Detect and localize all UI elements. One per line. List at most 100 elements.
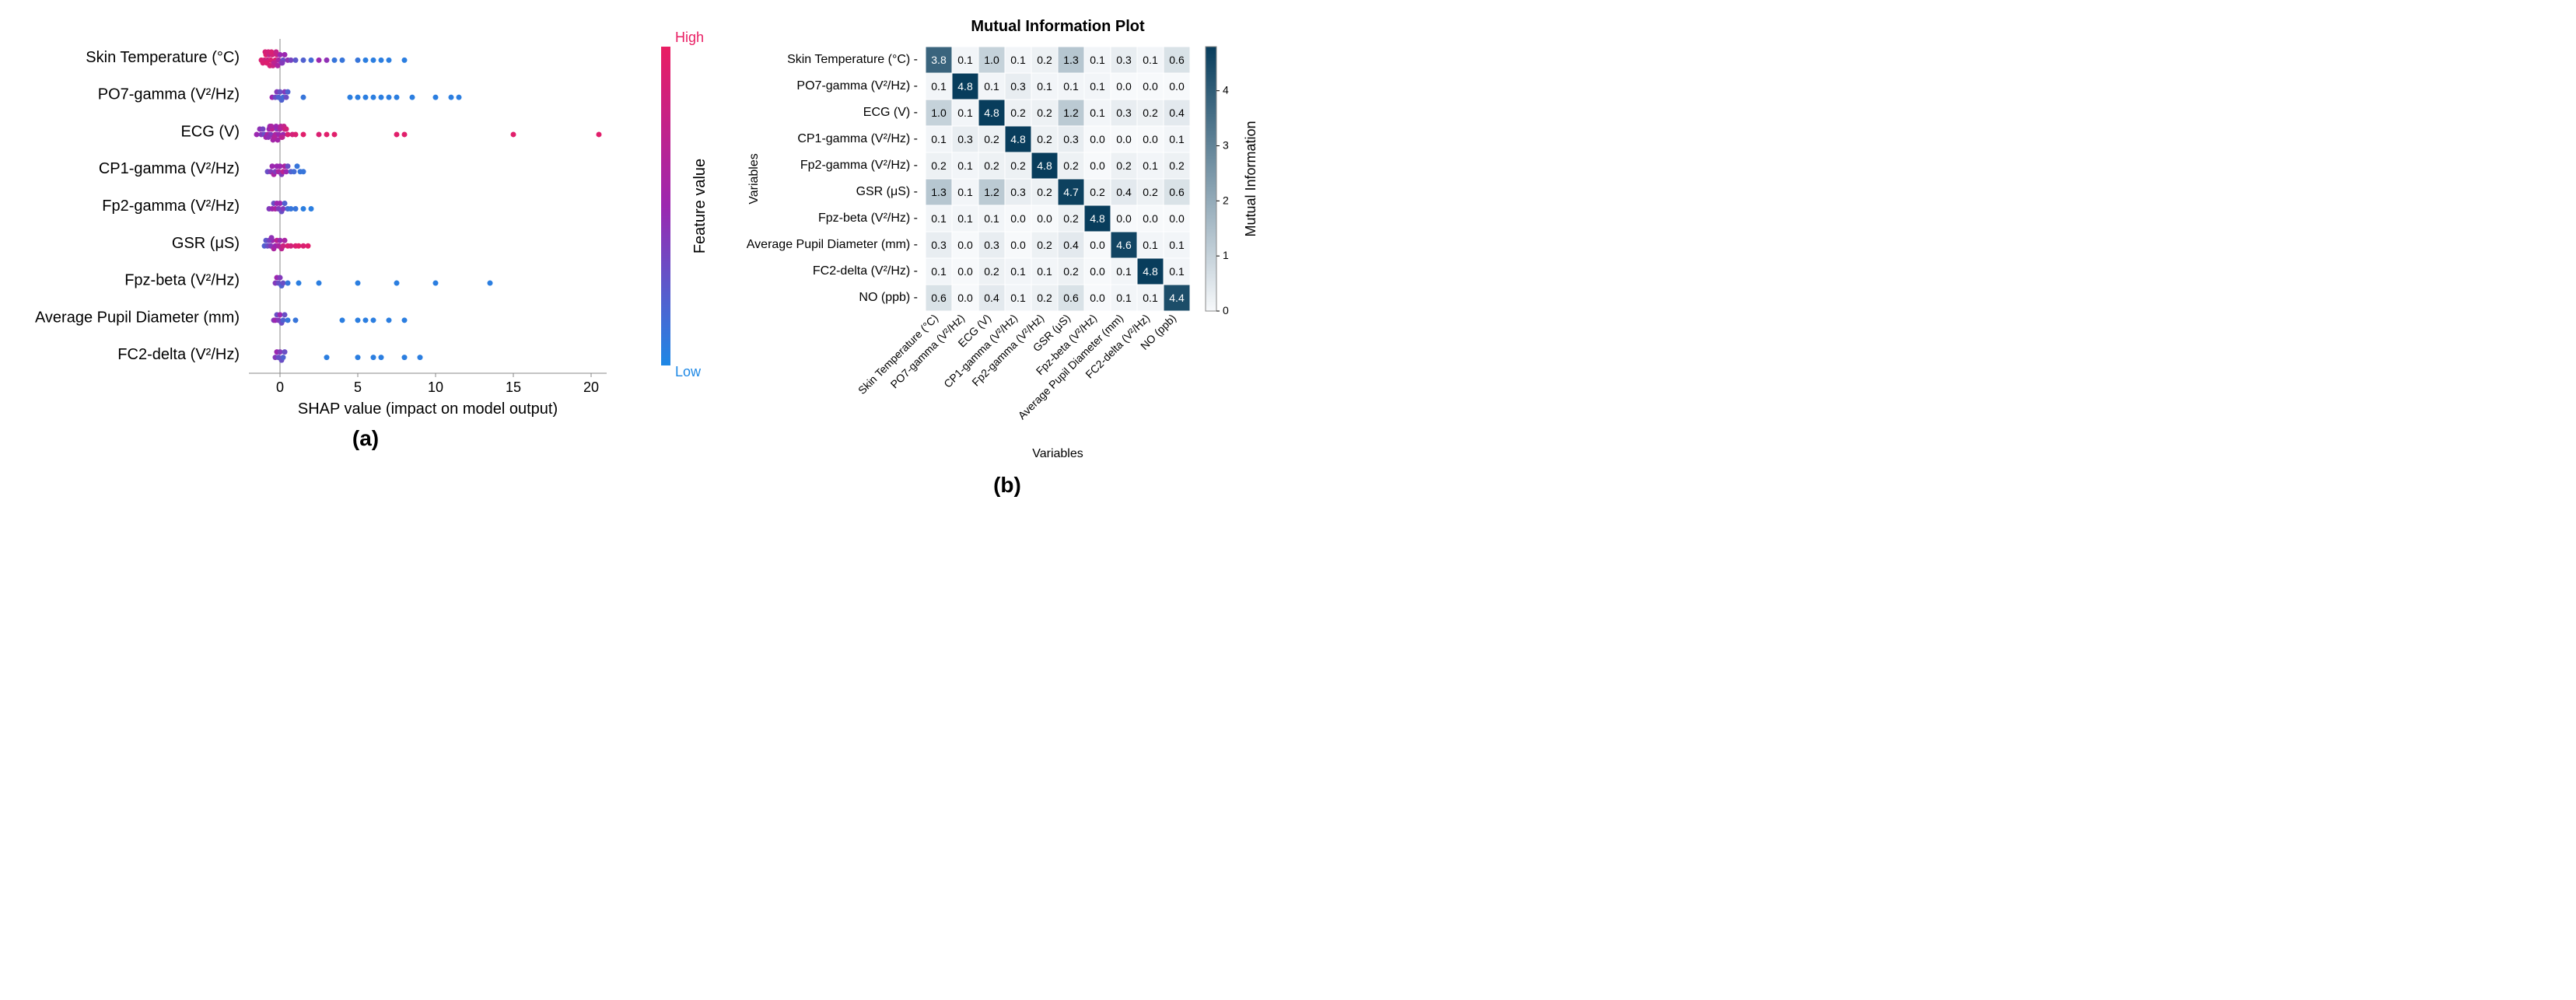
shap-point xyxy=(410,95,415,100)
shap-point xyxy=(301,95,306,100)
heatmap-row-label: NO (ppb) - xyxy=(859,291,918,304)
shap-point xyxy=(281,317,286,323)
heatmap-cell-value: 0.1 xyxy=(1116,265,1132,278)
heatmap-cell-value: 0.1 xyxy=(957,107,973,119)
heatmap-cell-value: 0.1 xyxy=(957,54,973,66)
heatmap-cell-value: 0.1 xyxy=(984,80,999,93)
heatmap-cell-value: 0.1 xyxy=(957,212,973,225)
heatmap-cell-value: 0.6 xyxy=(1063,292,1079,304)
heatmap-xlabel-title: Variables xyxy=(1032,447,1083,460)
heatmap-cell-value: 0.3 xyxy=(1116,107,1132,119)
heatmap-cell-value: 0.2 xyxy=(1037,292,1052,304)
shap-point xyxy=(332,58,338,63)
shap-point xyxy=(284,95,289,100)
heatmap-cell-value: 0.0 xyxy=(1143,212,1158,225)
shap-point xyxy=(317,131,322,137)
heatmap-cell-value: 0.4 xyxy=(1169,107,1185,119)
shap-point xyxy=(355,355,361,360)
shap-point xyxy=(269,49,275,54)
shap-point xyxy=(254,131,260,137)
shap-point xyxy=(309,58,314,63)
heatmap-cell-value: 0.0 xyxy=(1169,212,1185,225)
heatmap-cell-value: 0.4 xyxy=(1063,239,1079,251)
colorbar-tick: 0 xyxy=(1223,304,1229,316)
shap-point xyxy=(278,201,283,206)
shap-feature-label: Average Pupil Diameter (mm) xyxy=(35,309,240,326)
heatmap-cell-value: 0.1 xyxy=(1090,80,1105,93)
heatmap-cell-value: 0.1 xyxy=(1010,54,1026,66)
heatmap-cell-value: 0.2 xyxy=(1010,159,1026,172)
heatmap-colorbar xyxy=(1206,47,1216,311)
heatmap-cell-value: 4.7 xyxy=(1063,186,1079,198)
shap-point xyxy=(355,317,361,323)
shap-feature-label: ECG (V) xyxy=(180,123,240,140)
shap-point xyxy=(402,58,408,63)
heatmap-cell-value: 0.2 xyxy=(1143,107,1158,119)
heatmap-cell-value: 0.4 xyxy=(984,292,999,304)
shap-point xyxy=(324,131,330,137)
heatmap-cell-value: 0.2 xyxy=(1010,107,1026,119)
heatmap-cell-value: 0.1 xyxy=(1143,292,1158,304)
shap-point xyxy=(394,281,400,286)
heatmap-cell-value: 0.1 xyxy=(1090,107,1105,119)
shap-point xyxy=(402,131,408,137)
heatmap-cell-value: 1.0 xyxy=(984,54,999,66)
shap-point xyxy=(371,95,376,100)
heatmap-cell-value: 3.8 xyxy=(931,54,947,66)
heatmap-cell-value: 0.2 xyxy=(984,159,999,172)
shap-point xyxy=(261,126,266,131)
shap-point xyxy=(275,137,281,142)
shap-point xyxy=(394,131,400,137)
heatmap-cell-value: 4.8 xyxy=(984,107,999,119)
shap-point xyxy=(317,281,322,286)
heatmap-cell-value: 0.2 xyxy=(1116,159,1132,172)
colorbar-low-label: Low xyxy=(675,364,702,379)
shap-feature-label: Skin Temperature (°C) xyxy=(86,49,240,66)
colorbar-tick: 4 xyxy=(1223,84,1229,96)
shap-point xyxy=(293,206,299,212)
shap-point xyxy=(278,89,283,95)
heatmap-cell-value: 0.2 xyxy=(1063,265,1079,278)
x-tick: 5 xyxy=(354,379,362,395)
heatmap-cell-value: 0.2 xyxy=(1037,133,1052,145)
heatmap-cell-value: 0.1 xyxy=(931,265,947,278)
shap-point xyxy=(289,58,294,63)
shap-feature-label: PO7-gamma (V²/Hz) xyxy=(98,86,240,103)
shap-point xyxy=(449,95,454,100)
shap-point xyxy=(301,169,306,174)
heatmap-cell-value: 0.2 xyxy=(1143,186,1158,198)
heatmap-cell-value: 0.1 xyxy=(1143,159,1158,172)
shap-point xyxy=(433,281,439,286)
heatmap-cell-value: 0.2 xyxy=(931,159,947,172)
heatmap-title: Mutual Information Plot xyxy=(971,18,1145,35)
heatmap-cell-value: 4.8 xyxy=(1010,133,1026,145)
heatmap-cell-value: 0.1 xyxy=(1169,265,1185,278)
heatmap-cell-value: 0.0 xyxy=(957,292,973,304)
shap-feature-label: GSR (μS) xyxy=(172,235,240,252)
heatmap-cell-value: 0.2 xyxy=(984,265,999,278)
heatmap-cell-value: 1.0 xyxy=(931,107,947,119)
shap-point xyxy=(285,163,291,169)
shap-point xyxy=(289,243,294,249)
shap-point xyxy=(306,243,311,249)
shap-feature-label: FC2-delta (V²/Hz) xyxy=(117,346,240,363)
heatmap-cell-value: 4.4 xyxy=(1169,292,1185,304)
shap-point xyxy=(301,58,306,63)
shap-point xyxy=(278,163,283,169)
shap-feature-label: CP1-gamma (V²/Hz) xyxy=(99,160,240,177)
heatmap-row-label: Fp2-gamma (V²/Hz) - xyxy=(800,159,918,172)
heatmap-row-label: GSR (μS) - xyxy=(856,185,918,198)
heatmap-cell-value: 0.0 xyxy=(1116,133,1132,145)
shap-point xyxy=(278,238,283,243)
shap-point xyxy=(285,131,291,137)
shap-point xyxy=(379,95,384,100)
heatmap-cell-value: 0.1 xyxy=(1169,239,1185,251)
shap-point xyxy=(355,58,361,63)
x-tick: 15 xyxy=(506,379,521,395)
heatmap-cell-value: 0.0 xyxy=(1116,80,1132,93)
shap-point xyxy=(293,58,299,63)
shap-point xyxy=(284,169,289,174)
colorbar-tick: 2 xyxy=(1223,194,1229,206)
shap-point xyxy=(301,243,306,249)
shap-point xyxy=(282,238,288,243)
